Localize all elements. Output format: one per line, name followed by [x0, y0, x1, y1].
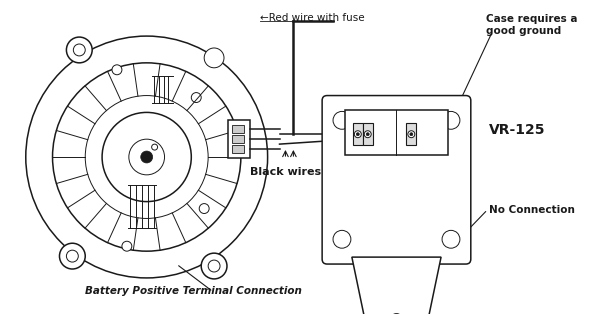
Circle shape: [204, 48, 224, 68]
Text: Case requires a
good ground: Case requires a good ground: [485, 14, 577, 36]
Circle shape: [102, 112, 191, 202]
Circle shape: [73, 44, 85, 56]
Bar: [406, 123, 416, 145]
Circle shape: [53, 63, 241, 251]
FancyBboxPatch shape: [322, 95, 471, 264]
Circle shape: [410, 133, 413, 136]
Circle shape: [85, 95, 208, 219]
Text: VR-125: VR-125: [488, 123, 545, 137]
Text: Black wires: Black wires: [250, 167, 321, 177]
Bar: [363, 123, 373, 145]
Circle shape: [141, 151, 152, 163]
Circle shape: [122, 241, 132, 251]
Circle shape: [333, 112, 351, 129]
Circle shape: [442, 230, 460, 248]
Polygon shape: [352, 257, 441, 315]
Circle shape: [366, 133, 369, 136]
Circle shape: [26, 36, 268, 278]
Bar: [228, 120, 250, 158]
Circle shape: [199, 203, 209, 214]
Bar: [232, 145, 244, 153]
Bar: [232, 135, 244, 143]
Circle shape: [59, 243, 85, 269]
Circle shape: [356, 133, 359, 136]
Circle shape: [408, 131, 415, 138]
Circle shape: [67, 37, 92, 63]
Circle shape: [129, 139, 164, 175]
Circle shape: [208, 260, 220, 272]
Bar: [353, 123, 363, 145]
Text: Battery Positive Terminal Connection: Battery Positive Terminal Connection: [85, 286, 302, 296]
Circle shape: [152, 144, 158, 150]
Circle shape: [389, 314, 403, 315]
Circle shape: [355, 131, 361, 138]
Circle shape: [442, 112, 460, 129]
Circle shape: [191, 93, 201, 102]
Circle shape: [112, 65, 122, 75]
Text: ←Red wire with fuse: ←Red wire with fuse: [260, 13, 364, 23]
Circle shape: [333, 230, 351, 248]
Bar: [232, 125, 244, 133]
Circle shape: [364, 131, 371, 138]
Bar: [345, 111, 448, 155]
Text: No Connection: No Connection: [488, 204, 575, 215]
Circle shape: [201, 253, 227, 279]
Circle shape: [67, 250, 79, 262]
